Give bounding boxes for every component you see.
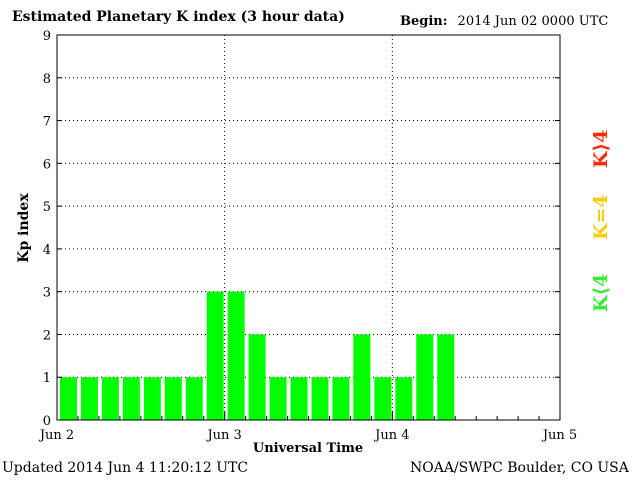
kp-bar <box>332 377 350 420</box>
x-tick-label: Jun 5 <box>541 428 577 443</box>
kp-bar <box>395 377 413 420</box>
kp-bar <box>80 377 98 420</box>
x-axis-label: Universal Time <box>253 441 363 456</box>
kp-bar <box>269 377 287 420</box>
begin-info: Begin: 2014 Jun 02 0000 UTC <box>400 14 608 29</box>
kp-bar <box>248 334 266 420</box>
begin-value: 2014 Jun 02 0000 UTC <box>457 14 609 29</box>
x-tick-label: Jun 4 <box>373 428 409 443</box>
updated-timestamp: Updated 2014 Jun 4 11:20:12 UTC <box>2 460 249 476</box>
y-tick-label: 3 <box>43 286 51 301</box>
y-axis-label: Kp index <box>16 193 32 263</box>
legend-k-greater-4: K⟩4 <box>590 129 612 168</box>
y-tick-label: 5 <box>43 200 51 215</box>
credit-text: NOAA/SWPC Boulder, CO USA <box>410 460 629 476</box>
kp-bar <box>353 334 371 420</box>
x-tick-label: Jun 3 <box>205 428 241 443</box>
kp-bar <box>227 291 245 420</box>
kp-bar <box>122 377 140 420</box>
y-tick-label: 4 <box>43 243 51 258</box>
x-tick-label: Jun 2 <box>38 428 74 443</box>
kp-bar <box>143 377 161 420</box>
kp-bar <box>206 291 224 420</box>
y-tick-label: 6 <box>43 157 51 172</box>
kp-bar <box>290 377 308 420</box>
kp-bar <box>437 334 455 420</box>
tick-labels: 0 1 2 3 4 5 6 7 8 9 Jun 2 Jun 3 Jun 4 Jun 5 <box>38 29 577 443</box>
kp-bar <box>164 377 182 420</box>
y-tick-label: 8 <box>43 72 51 87</box>
legend-k-less-4: K⟨4 <box>590 273 612 312</box>
kp-bar <box>416 334 434 420</box>
grid-lines <box>57 34 560 420</box>
y-tick-label: 2 <box>43 328 51 343</box>
y-tick-label: 0 <box>43 414 51 429</box>
legend-k-equal-4: K=4 <box>590 194 612 240</box>
kp-bar <box>60 377 77 420</box>
y-tick-label: 7 <box>43 115 51 130</box>
begin-label: Begin: <box>400 14 448 29</box>
kp-bar <box>374 377 392 420</box>
plot-frame <box>56 34 561 421</box>
chart-title: Estimated Planetary K index (3 hour data… <box>12 9 345 25</box>
y-tick-label: 1 <box>43 371 51 386</box>
y-tick-label: 9 <box>43 29 51 44</box>
bars <box>60 291 455 420</box>
kp-bar <box>185 377 203 420</box>
axis-ticks <box>56 34 561 421</box>
kp-bar <box>311 377 329 420</box>
kp-bar <box>101 377 119 420</box>
